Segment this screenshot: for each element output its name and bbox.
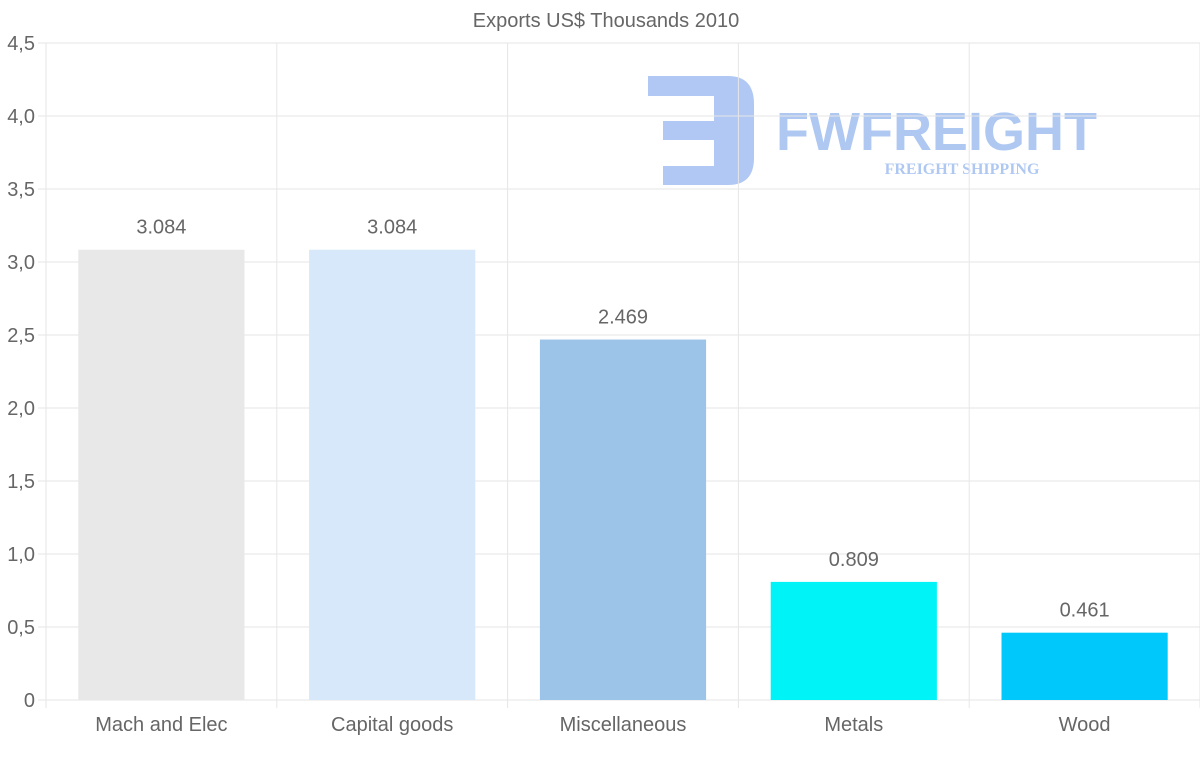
y-tick-label: 4,5	[7, 33, 35, 55]
watermark: FWFREIGHT FREIGHT SHIPPING	[648, 76, 1097, 185]
bar	[539, 339, 707, 700]
x-tick-label: Metals	[824, 714, 883, 736]
y-axis: 0 0,5 1,0 1,5 2,0 2,5 3,0 3,5 4,0 4,5	[7, 33, 35, 712]
watermark-brand: FWFREIGHT	[776, 102, 1097, 162]
y-tick-label: 0	[24, 690, 35, 712]
x-tick-label: Miscellaneous	[560, 714, 687, 736]
watermark-tagline: FREIGHT SHIPPING	[885, 161, 1040, 178]
y-tick-label: 2,5	[7, 325, 35, 347]
bar	[309, 249, 476, 700]
y-tick-label: 3,0	[7, 252, 35, 274]
y-tick-label: 1,0	[7, 544, 35, 566]
y-tick-label: 0,5	[7, 617, 35, 639]
bar	[770, 581, 937, 700]
data-label: 2.469	[598, 307, 648, 329]
x-tick-label: Mach and Elec	[95, 714, 227, 736]
data-label: 0.809	[829, 549, 879, 571]
value-labels: 3.084 3.084 2.469 0.809 0.461	[136, 217, 1109, 622]
x-tick-label: Capital goods	[331, 714, 453, 736]
y-tick-label: 4,0	[7, 106, 35, 128]
x-axis: Mach and Elec Capital goods Miscellaneous M…	[95, 714, 1110, 736]
x-tick-label: Wood	[1059, 714, 1111, 736]
data-label: 0.461	[1060, 600, 1110, 622]
watermark-logo-icon	[648, 76, 754, 185]
y-tick-label: 1,5	[7, 471, 35, 493]
y-tick-label: 3,5	[7, 179, 35, 201]
bars	[78, 249, 1168, 700]
chart-title: Exports US$ Thousands 2010	[473, 10, 739, 32]
data-label: 3.084	[367, 217, 417, 239]
data-label: 3.084	[136, 217, 186, 239]
y-tick-label: 2,0	[7, 398, 35, 420]
bar	[1001, 632, 1168, 700]
bar	[78, 249, 245, 700]
